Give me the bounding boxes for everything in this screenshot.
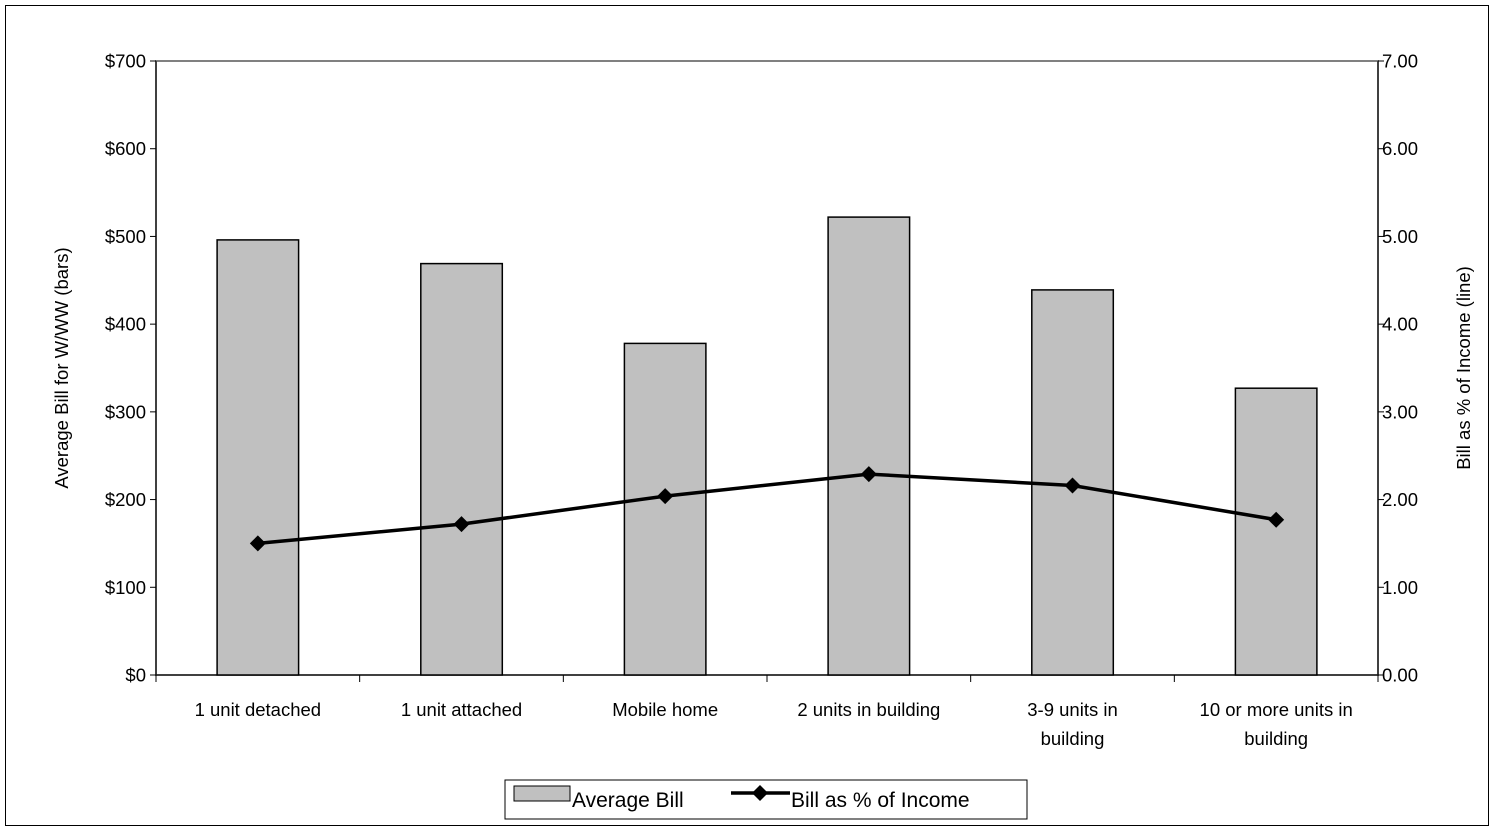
legend: Average Bill Bill as % of Income: [504, 779, 1028, 820]
y-right-tick-label: 0.00: [1382, 665, 1418, 686]
legend-label-average-bill: Average Bill: [572, 789, 684, 812]
y-left-tick-label: $700: [105, 51, 146, 72]
line-point-marker: [657, 488, 674, 505]
y-right-axis-title: Bill as % of Income (line): [1453, 266, 1474, 470]
x-category-label: 1 unit attached: [401, 699, 522, 720]
axes-group: [150, 60, 1384, 682]
bar-average-bill: [827, 216, 911, 676]
y-right-tick-label: 2.00: [1382, 489, 1418, 510]
y-left-tick-label: $600: [105, 138, 146, 159]
plot-area: [155, 60, 1379, 676]
legend-label-bill-pct-income: Bill as % of Income: [791, 789, 970, 812]
y-right-tick-label: 1.00: [1382, 577, 1418, 598]
line-series-group: [249, 466, 1285, 552]
line-point-marker: [453, 516, 470, 533]
y-left-tick-label: $100: [105, 577, 146, 598]
x-category-label: 2 units in building: [797, 699, 940, 720]
line-point-marker: [1064, 477, 1081, 494]
line-point-marker: [1268, 511, 1285, 528]
y-left-tick-label: $300: [105, 401, 146, 422]
y-left-tick-label: $200: [105, 489, 146, 510]
x-category-label: 1 unit detached: [195, 699, 322, 720]
line-point-marker: [249, 535, 266, 552]
bar-average-bill: [420, 262, 504, 676]
bar-average-bill: [623, 342, 707, 676]
x-category-label: Mobile home: [612, 699, 718, 720]
labels-group: $0 $100 $200 $300 $400 $500 $600 $700 0.00 1.00 2.…: [105, 51, 1418, 750]
y-left-tick-label: $400: [105, 314, 146, 335]
y-right-tick-label: 3.00: [1382, 401, 1418, 422]
line-bill-pct-income: [257, 472, 1277, 546]
y-left-tick-label: $500: [105, 226, 146, 247]
y-right-tick-label: 4.00: [1382, 314, 1418, 335]
bars-group: [216, 216, 1318, 676]
bar-average-bill: [1234, 387, 1318, 676]
y-left-tick-label: $0: [125, 665, 146, 686]
legend-diamond-marker: [752, 785, 768, 801]
y-left-axis-title: Average Bill for W/WW (bars): [51, 247, 72, 488]
line-point-marker: [860, 466, 877, 483]
y-right-tick-label: 5.00: [1382, 226, 1418, 247]
y-right-tick-label: 6.00: [1382, 138, 1418, 159]
bar-average-bill: [216, 239, 300, 676]
legend-box: [504, 779, 1028, 820]
legend-swatch-average-bill: [513, 785, 571, 802]
y-right-tick-label: 7.00: [1382, 51, 1418, 72]
x-category-label: 10 or more units in building: [1200, 699, 1353, 749]
x-category-label: 3-9 units in building: [1027, 699, 1118, 749]
